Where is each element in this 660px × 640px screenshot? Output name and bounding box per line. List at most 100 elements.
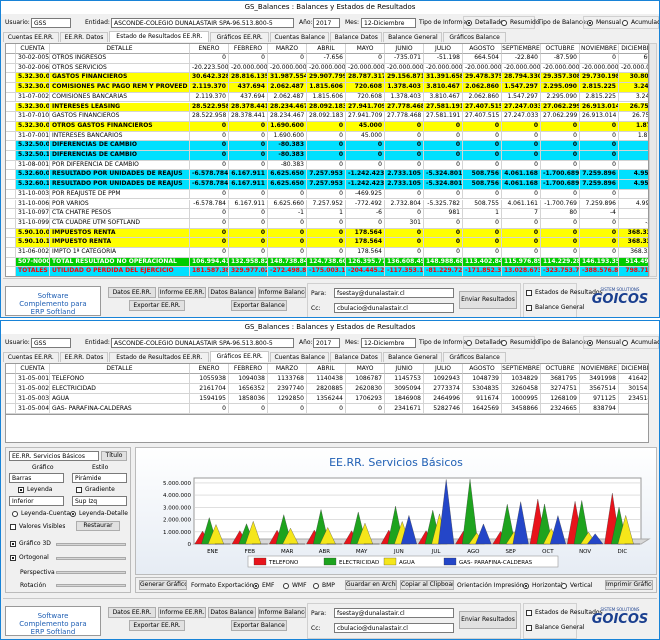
- column-header: SEPTIEMBRE: [502, 364, 541, 374]
- radio[interactable]: [253, 583, 259, 589]
- tab[interactable]: Cuentas Balance: [270, 32, 330, 42]
- grid-cell: 1.547.297: [502, 83, 541, 93]
- tab[interactable]: Estado de Resultados EE.RR.: [109, 352, 210, 362]
- button[interactable]: Datos EE.RR.: [108, 607, 156, 618]
- style-combo[interactable]: Pirámide: [72, 473, 127, 483]
- radio[interactable]: [466, 20, 472, 26]
- grid-cell: -323.753.749: [541, 267, 580, 276]
- to-field[interactable]: fsestay@dunalastair.cl: [334, 288, 454, 298]
- radio[interactable]: [561, 583, 567, 589]
- grid-cell: 720.608: [346, 92, 385, 103]
- button[interactable]: Exportar EE.RR.: [129, 300, 185, 311]
- button[interactable]: Informe Balance: [258, 287, 306, 298]
- month-label: Mes:: [345, 19, 360, 26]
- radio[interactable]: [313, 583, 319, 589]
- grid-cell: -1.700.689: [541, 170, 580, 181]
- tab[interactable]: Gráficos EE.RR.: [210, 351, 270, 362]
- checkbox[interactable]: [10, 555, 16, 561]
- generate-button[interactable]: Generar Gráfico: [139, 580, 187, 590]
- radio[interactable]: [70, 511, 76, 517]
- button[interactable]: Datos EE.RR.: [108, 287, 156, 298]
- to-label: Para:: [311, 610, 327, 617]
- radio[interactable]: [622, 20, 628, 26]
- grid-cell: 1145753: [385, 374, 424, 384]
- grid-cell: 508.756: [463, 170, 502, 181]
- tab[interactable]: Balance Datos: [330, 352, 383, 362]
- legend-corner-combo[interactable]: Sup Izq: [72, 496, 127, 506]
- month-combo[interactable]: 12-Diciembre: [361, 338, 416, 348]
- slider[interactable]: [56, 571, 126, 574]
- month-combo[interactable]: 12-Diciembre: [361, 18, 416, 28]
- tab[interactable]: Cuentas EE.RR.: [3, 352, 59, 362]
- tab[interactable]: EE.RR. Datos: [59, 352, 109, 362]
- gradient-check: Gradiente: [85, 486, 115, 493]
- radio[interactable]: [523, 583, 529, 589]
- entity-combo[interactable]: ASCONDE-COLEGIO DUNALASTAIR SPA-96.513.8…: [111, 338, 294, 348]
- checkbox[interactable]: [10, 524, 16, 530]
- checkbox[interactable]: [526, 290, 532, 296]
- year-field[interactable]: 2017: [313, 18, 340, 28]
- checkbox[interactable]: [18, 487, 24, 493]
- user-field[interactable]: GSS: [31, 338, 71, 348]
- send-button[interactable]: Enviar Resultados: [459, 291, 517, 309]
- cc-field[interactable]: cbulacio@dunalastair.cl: [334, 623, 454, 633]
- grid-cell: 1.690.600: [268, 121, 307, 132]
- tab[interactable]: Balance General: [383, 352, 443, 362]
- checkbox[interactable]: [526, 305, 532, 311]
- legend-label: GAS- PARAFINA-CALDERAS: [459, 560, 533, 566]
- user-field[interactable]: GSS: [31, 18, 71, 28]
- button[interactable]: Informe Balance: [258, 607, 306, 618]
- tab[interactable]: Balance Datos: [330, 32, 383, 42]
- tab[interactable]: Gráficos EE.RR.: [210, 32, 270, 42]
- year-label: Año:: [299, 19, 313, 26]
- button[interactable]: Datos Balance: [208, 287, 256, 298]
- legend-check: Leyenda: [27, 486, 53, 493]
- radio[interactable]: [283, 583, 289, 589]
- chart-kind-combo[interactable]: Barras: [9, 473, 64, 483]
- radio[interactable]: [12, 511, 18, 517]
- tab[interactable]: Gráficos Balance: [443, 32, 506, 42]
- button[interactable]: Datos Balance: [208, 607, 256, 618]
- checkbox[interactable]: [76, 487, 82, 493]
- tab[interactable]: Cuentas EE.RR.: [3, 32, 59, 42]
- send-button[interactable]: Enviar Resultados: [459, 611, 517, 629]
- radio[interactable]: [587, 20, 593, 26]
- save-button[interactable]: Guardar en Archivo: [345, 580, 397, 590]
- print-button[interactable]: Imprimir Gráfico: [605, 580, 653, 590]
- chart-title-field[interactable]: EE.RR. Servicios Básicos: [9, 451, 99, 461]
- slider[interactable]: [56, 543, 126, 546]
- tab[interactable]: Cuentas Balance: [270, 352, 330, 362]
- button[interactable]: Exportar Balance: [231, 300, 287, 311]
- entity-combo[interactable]: ASCONDE-COLEGIO DUNALASTAIR SPA-96.513.8…: [111, 18, 294, 28]
- checkbox[interactable]: [526, 625, 532, 631]
- tab[interactable]: EE.RR. Datos: [59, 32, 109, 42]
- tab[interactable]: Balance General: [383, 32, 443, 42]
- to-field[interactable]: fsestay@dunalastair.cl: [334, 608, 454, 618]
- button[interactable]: Exportar Balance: [231, 620, 287, 631]
- radio[interactable]: [466, 340, 472, 346]
- grid-cell: 0: [502, 151, 541, 161]
- tab[interactable]: Gráficos Balance: [443, 352, 506, 362]
- radio[interactable]: [622, 340, 628, 346]
- button[interactable]: Informe EE.RR.: [158, 287, 206, 298]
- grid-cell: -20.000.000: [385, 63, 424, 74]
- button[interactable]: Exportar EE.RR.: [129, 620, 185, 631]
- restore-button[interactable]: Restaurar: [76, 521, 120, 531]
- checkbox[interactable]: [10, 541, 16, 547]
- year-field[interactable]: 2017: [313, 338, 340, 348]
- checkbox[interactable]: [526, 610, 532, 616]
- button[interactable]: Informe EE.RR.: [158, 607, 206, 618]
- tab[interactable]: Estado de Resultados EE.RR.: [109, 31, 210, 42]
- copy-button[interactable]: Copiar al Clipboard: [400, 580, 454, 590]
- grid-cell: 0: [385, 238, 424, 248]
- y-tick-label: 2.000.000: [163, 518, 191, 524]
- radio[interactable]: [587, 340, 593, 346]
- cc-field[interactable]: cbulacio@dunalastair.cl: [334, 303, 454, 313]
- legend-pos-combo[interactable]: Inferior: [9, 496, 64, 506]
- slider[interactable]: [56, 557, 126, 560]
- radio[interactable]: [501, 340, 507, 346]
- title-button[interactable]: Título: [101, 451, 127, 461]
- slider[interactable]: [56, 584, 126, 587]
- radio[interactable]: [501, 20, 507, 26]
